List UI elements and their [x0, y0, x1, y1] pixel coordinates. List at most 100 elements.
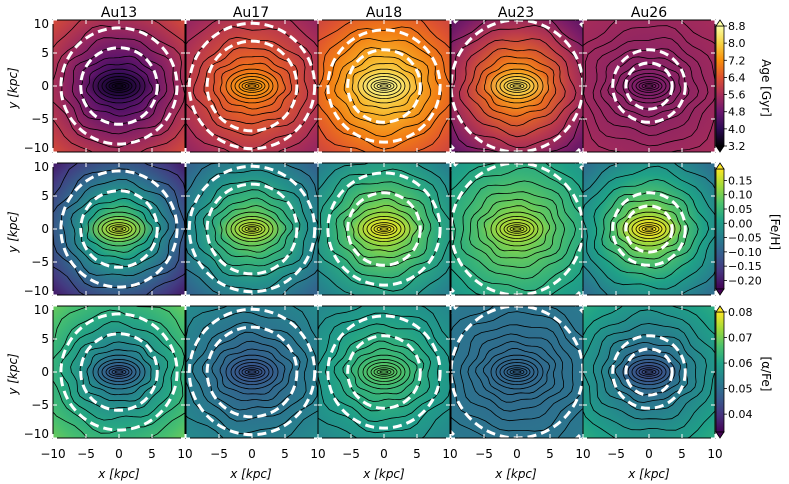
density-contours [451, 163, 583, 295]
contour-line [370, 79, 398, 93]
contour-line [475, 55, 557, 117]
contour-line [495, 215, 539, 243]
contour-line [476, 198, 557, 259]
contour-line [53, 163, 185, 295]
colorbar-extend-bottom [715, 431, 725, 439]
contour-line [376, 369, 392, 375]
contour-line [638, 224, 660, 234]
contour-line [247, 84, 257, 88]
contour-line [373, 224, 395, 234]
contour-line [622, 354, 676, 390]
panel-au17-row3 [185, 305, 319, 439]
column-title-au17: Au17 [233, 5, 269, 21]
contour-line [101, 219, 137, 239]
contour-line [644, 84, 654, 88]
panel-au26-row3 [582, 305, 716, 439]
contour-line [244, 83, 260, 89]
contour-line [97, 358, 141, 386]
contour-line [335, 190, 432, 267]
contour-line [583, 163, 715, 295]
contour-line [97, 215, 141, 243]
colorbar-row2: 0.15 0.100.050.00 −0.05−0.10−0.15−0.20 [715, 162, 762, 296]
y-tick-label: 0 [41, 365, 49, 379]
panel-au13-row3 [52, 305, 186, 439]
y-axis-label-row2: y [kpc] [6, 211, 20, 254]
contour-line [631, 76, 667, 96]
x-tick-label: −5 [475, 447, 493, 461]
contour-line [244, 226, 260, 232]
panel-au13-row1 [52, 19, 186, 153]
x-tick-label: 10 [177, 447, 192, 461]
contour-line [192, 321, 308, 422]
contour-line [108, 81, 130, 91]
central-bar [480, 71, 554, 101]
contour-line [483, 205, 551, 252]
contour-line [92, 68, 146, 104]
density-contours [451, 20, 583, 152]
contour-line [234, 219, 270, 239]
contour-line [203, 189, 301, 267]
dashed-circle-inner [205, 325, 299, 419]
contour-line [362, 72, 406, 100]
contour-line [343, 198, 425, 259]
contour-line [506, 224, 528, 234]
contour-line [247, 370, 257, 374]
y-tick-label: 10 [34, 303, 49, 317]
contour-line [583, 309, 715, 431]
contour-line [362, 215, 406, 243]
contour-line [641, 226, 657, 232]
dashed-circle-outer [611, 48, 687, 124]
contour-line [325, 323, 440, 423]
x-tick-label: 0 [380, 447, 388, 461]
contour-line [627, 358, 671, 386]
y-tick-label: 0 [41, 79, 49, 93]
panel-au26-row1 [582, 19, 716, 153]
contour-line [225, 211, 279, 247]
colorbar-extend-top [715, 19, 725, 27]
contour-line [238, 222, 266, 236]
contour-line [512, 370, 522, 374]
y-tick-label: −5 [31, 398, 49, 412]
contour-line [86, 349, 152, 396]
contour-line [350, 347, 418, 395]
contour-line [512, 84, 522, 88]
dashed-circle-inner [346, 334, 422, 410]
contour-line [641, 83, 657, 89]
contour-line [357, 211, 411, 247]
colorbar-row3: 0.08 0.07 0.06 0.05 0.04 [715, 305, 753, 439]
contour-line [592, 36, 709, 136]
y-axis-label-row3: y [kpc] [6, 353, 20, 396]
contour-line [644, 227, 654, 231]
x-tick-label: 10 [310, 447, 325, 461]
contour-line [186, 20, 318, 152]
contour-line [607, 56, 690, 118]
x-tick-label: −5 [607, 447, 625, 461]
dashed-circle-inner [346, 48, 422, 124]
x-tick-label: 0 [248, 447, 256, 461]
contour-line [583, 306, 715, 438]
contour-line [627, 72, 671, 100]
colorbar-tick-label: 0.00 [728, 217, 753, 230]
y-tick-label: −5 [31, 112, 49, 126]
colorbar-tick-label: 4.8 [728, 106, 746, 119]
x-tick-label: −5 [342, 447, 360, 461]
contour-line [614, 348, 682, 396]
colorbar-gradient [715, 311, 725, 433]
contour-line [638, 81, 660, 91]
contour-line [92, 354, 146, 390]
panel-au23-row2 [450, 162, 584, 296]
dashed-circle-inner [79, 189, 159, 269]
dashed-circle-outer [59, 312, 179, 432]
contour-line [379, 84, 389, 88]
x-tick-label: 10 [707, 447, 722, 461]
panel-au18-row3 [317, 305, 451, 439]
density-contours [583, 306, 715, 438]
contour-line [53, 306, 185, 438]
contour-line [357, 354, 411, 390]
central-bar [480, 214, 554, 244]
contour-line [499, 219, 535, 239]
dashed-circle-inner [205, 39, 299, 133]
central-bar [612, 71, 686, 101]
contour-line [482, 347, 551, 396]
contour-line [70, 331, 168, 410]
